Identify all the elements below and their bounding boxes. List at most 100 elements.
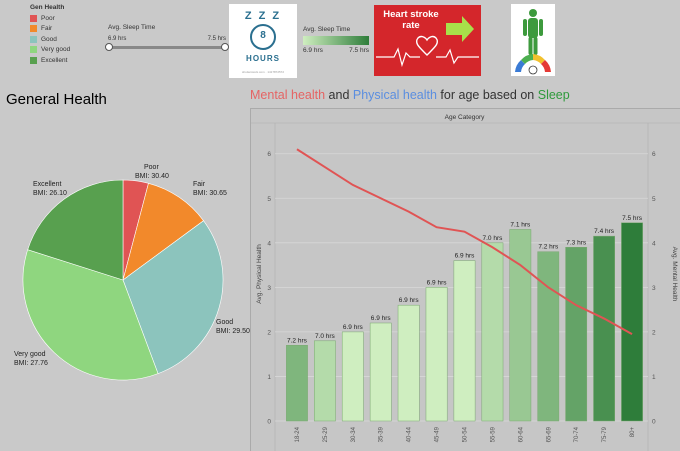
title-mental-health: Mental health — [250, 88, 326, 102]
heart-stroke-title: Heart stroke rate — [383, 9, 439, 31]
bar-40-44[interactable] — [397, 304, 420, 422]
zzz-number: 8 — [260, 30, 266, 41]
legend-label: Excellent — [41, 56, 68, 64]
bar-75-79[interactable] — [593, 235, 615, 422]
legend-swatch — [30, 56, 37, 64]
pie-label: Poor — [144, 164, 159, 171]
title-sleep: Sleep — [537, 88, 570, 102]
legend-swatch — [30, 46, 37, 54]
legend-label: Poor — [41, 14, 55, 22]
bar-label: 7.4 hrs — [594, 228, 615, 235]
arrow-right-icon — [446, 16, 474, 42]
bar-label: 7.1 hrs — [510, 221, 531, 228]
ecg-line-icon — [376, 47, 420, 68]
bar-label: 7.2 hrs — [287, 337, 308, 344]
x-tick-label: 30-34 — [351, 426, 357, 442]
legend-item[interactable]: Good — [30, 34, 100, 45]
sleep-filter-max: 7.5 hrs — [207, 36, 226, 42]
x-tick-label: 80+ — [630, 427, 636, 438]
bar-label: 7.0 hrs — [315, 333, 336, 340]
y2-tick-label: 6 — [652, 151, 656, 158]
bar-30-34[interactable] — [341, 331, 364, 422]
y-tick-label: 6 — [267, 151, 271, 158]
bmi-gauge-icon — [515, 54, 551, 75]
pie-bmi-label: BMI: 30.65 — [193, 190, 227, 197]
y2-tick-label: 4 — [652, 240, 656, 247]
legend-swatch — [30, 25, 37, 33]
pie-slice-excellent[interactable] — [27, 179, 124, 281]
bar-60-64[interactable] — [509, 229, 532, 422]
y2-tick-label: 3 — [652, 285, 656, 292]
x-tick-label: 45-49 — [435, 426, 441, 442]
sleep-time-filter[interactable]: Avg. Sleep Time 6.9 hrs 7.5 hrs — [105, 24, 229, 51]
y2-tick-label: 0 — [652, 419, 656, 426]
general-health-title: General Health — [6, 91, 107, 108]
bar-55-59[interactable] — [481, 242, 504, 422]
sleep-color-legend-title: Avg. Sleep Time — [303, 26, 351, 33]
pie-slice-fair[interactable] — [122, 182, 204, 281]
heart-stroke-image: Heart stroke rate — [374, 5, 481, 76]
x-tick-label: 60-64 — [518, 426, 524, 442]
bar-label: 6.9 hrs — [343, 324, 364, 331]
bar-45-49[interactable] — [425, 287, 448, 422]
y-tick-label: 2 — [267, 329, 271, 336]
pie-label: Excellent — [33, 181, 61, 188]
x-tick-label: 70-74 — [574, 426, 580, 442]
general-health-pie-chart[interactable]: Poor BMI: 30.40 Fair BMI: 30.65 Good BMI: 29.… — [0, 112, 250, 451]
pie-label: Good — [216, 319, 233, 326]
bar-label: 6.9 hrs — [427, 279, 448, 286]
legend-label: Good — [41, 35, 57, 43]
x-tick-label: 18-24 — [295, 426, 301, 442]
bar-label: 7.2 hrs — [538, 244, 559, 251]
bar-18-24[interactable] — [286, 345, 308, 422]
mental-health-line[interactable] — [296, 148, 633, 336]
legend-label: Fair — [41, 25, 53, 33]
legend-item[interactable]: Very good — [30, 45, 100, 56]
bar-80+[interactable] — [621, 222, 643, 422]
pie-slice-very-good[interactable] — [22, 249, 159, 381]
zzz-hours-word: HOURS — [246, 54, 280, 63]
legend-swatch — [30, 14, 37, 22]
pie-bmi-label: BMI: 26.10 — [33, 190, 67, 197]
y-tick-label: 0 — [267, 419, 271, 426]
y2-tick-label: 5 — [652, 196, 656, 203]
legend-item[interactable]: Poor — [30, 13, 100, 24]
sleep-slider-min-handle[interactable] — [105, 43, 113, 51]
zzz-letters: Z Z Z — [244, 10, 282, 22]
x-tick-label: 50-54 — [463, 426, 469, 442]
pie-slice-good[interactable] — [122, 220, 224, 375]
sleep-slider-max-handle[interactable] — [221, 43, 229, 51]
y2-axis-label: Avg. Mental Health — [671, 247, 678, 302]
pie-label: Very good — [14, 351, 46, 358]
title-and: and — [325, 88, 353, 102]
sleep-color-legend: Avg. Sleep Time 6.9 hrs 7.5 hrs — [303, 26, 369, 54]
sleep-slider-track[interactable] — [105, 43, 229, 51]
title-physical-health: Physical health — [352, 88, 437, 102]
bar-25-29[interactable] — [314, 340, 336, 422]
ecg-line-right-icon — [436, 48, 479, 65]
bar-65-69[interactable] — [537, 251, 560, 422]
gen-health-legend: Gen Health Poor Fair Good Very good Excellen… — [30, 4, 100, 66]
body-bmi-image — [511, 4, 555, 76]
y-tick-label: 5 — [267, 196, 271, 203]
x-tick-label: 40-44 — [407, 426, 413, 442]
bar-label: 6.9 hrs — [371, 315, 392, 322]
legend-swatch — [30, 35, 37, 43]
sleep-hours-image: Z Z Z 8 HOURS shutterstock.com · 1417872… — [229, 4, 297, 78]
y2-tick-label: 1 — [652, 374, 656, 381]
age-category-chart-panel[interactable]: Age Category 0 0 1 1 2 2 3 3 4 4 5 5 6 6 Avg. Physical … — [250, 108, 680, 451]
bar-35-39[interactable] — [369, 322, 392, 422]
bar-70-74[interactable] — [565, 247, 588, 422]
legend-item[interactable]: Excellent — [30, 55, 100, 66]
clock-icon — [250, 24, 276, 50]
legend-item[interactable]: Fair — [30, 24, 100, 35]
human-body-icon — [523, 9, 543, 55]
y-tick-label: 3 — [267, 285, 271, 292]
bar-50-54[interactable] — [453, 260, 476, 422]
sleep-color-min: 6.9 hrs — [303, 47, 323, 54]
pie-bmi-label: BMI: 27.76 — [14, 360, 48, 367]
y2-tick-label: 2 — [652, 329, 656, 336]
legend-title: Gen Health — [30, 4, 65, 11]
x-tick-label: 25-29 — [323, 426, 329, 442]
bar-label: 6.9 hrs — [399, 297, 420, 304]
